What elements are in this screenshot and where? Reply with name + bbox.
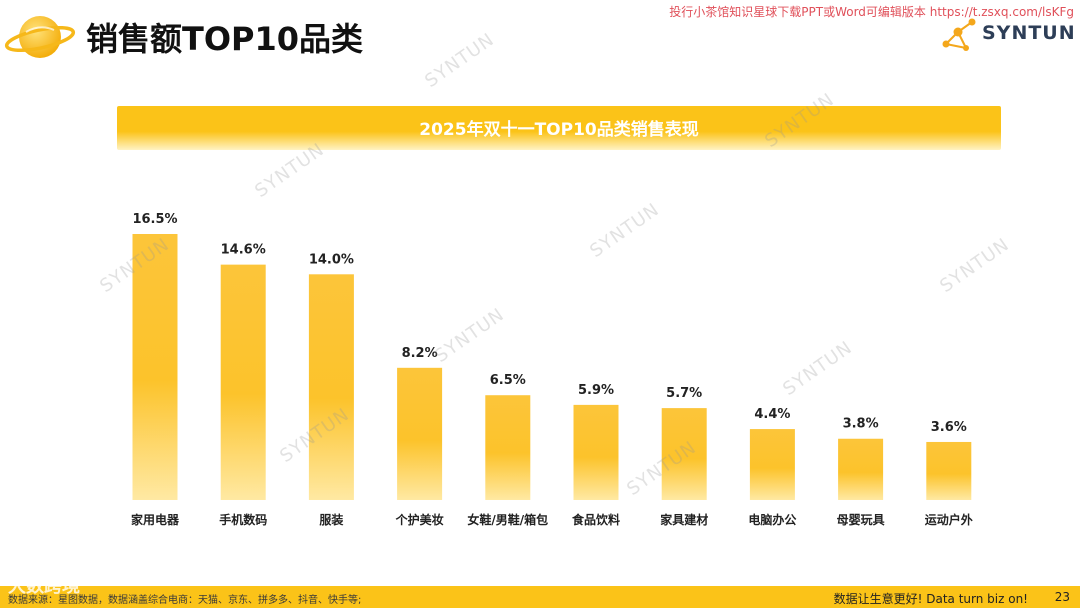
page-title: 销售额TOP10品类: [86, 20, 364, 58]
chart-title-banner: 2025年双十一TOP10品类销售表现: [117, 106, 1001, 150]
bar-value-label: 5.7%: [666, 386, 702, 401]
bar-value-label: 8.2%: [402, 346, 438, 361]
bar-7: [749, 429, 795, 500]
bar-1: [220, 264, 266, 500]
bar-value-label: 4.4%: [754, 407, 790, 422]
bottom-watermark: 大数跨境: [8, 576, 80, 597]
footer-slogan: 数据让生意更好! Data turn biz on!: [833, 592, 1028, 606]
bar-value-label: 14.0%: [309, 252, 354, 267]
bar-3: [397, 367, 443, 500]
bar-9: [926, 441, 972, 500]
category-label: 母婴玩具: [837, 513, 885, 527]
bar-0: [132, 234, 178, 500]
category-label: 手机数码: [219, 512, 267, 527]
chart-title: 2025年双十一TOP10品类销售表现: [419, 120, 699, 140]
category-label: 服装: [319, 512, 343, 527]
footer-bar: 数据来源：星图数据，数据涵盖综合电商：天猫、京东、拼多多、抖音、快手等; 数据让…: [0, 586, 1080, 608]
bar-5: [573, 404, 619, 500]
page-number: 23: [1054, 590, 1070, 604]
bar-8: [838, 438, 884, 500]
category-label: 个护美妆: [395, 512, 444, 527]
bar-4: [485, 395, 531, 500]
category-label: 家具建材: [660, 512, 708, 527]
category-label: 家用电器: [131, 512, 180, 527]
bar-value-label: 3.6%: [931, 420, 967, 435]
bar-value-label: 14.6%: [221, 243, 266, 258]
category-label: 女鞋/男鞋/箱包: [467, 512, 548, 527]
planet-logo-icon: [4, 16, 76, 58]
bar-value-label: 3.8%: [843, 417, 879, 432]
category-label: 电脑办公: [748, 512, 796, 527]
bar-value-label: 16.5%: [132, 212, 177, 227]
bar-value-label: 5.9%: [578, 383, 614, 398]
download-note[interactable]: 投行小茶馆知识星球下载PPT或Word可编辑版本 https://t.zsxq.…: [669, 5, 1074, 19]
bar-6: [661, 408, 707, 500]
brand-name: SYNTUN: [982, 22, 1076, 44]
data-source-note: 数据来源：星图数据，数据涵盖综合电商：天猫、京东、拼多多、抖音、快手等;: [8, 595, 362, 606]
bar-2: [308, 274, 354, 500]
syntun-logo-icon: [942, 18, 976, 51]
category-label: 运动户外: [925, 512, 973, 527]
category-label: 食品饮料: [571, 512, 620, 527]
bar-value-label: 6.5%: [490, 373, 526, 388]
